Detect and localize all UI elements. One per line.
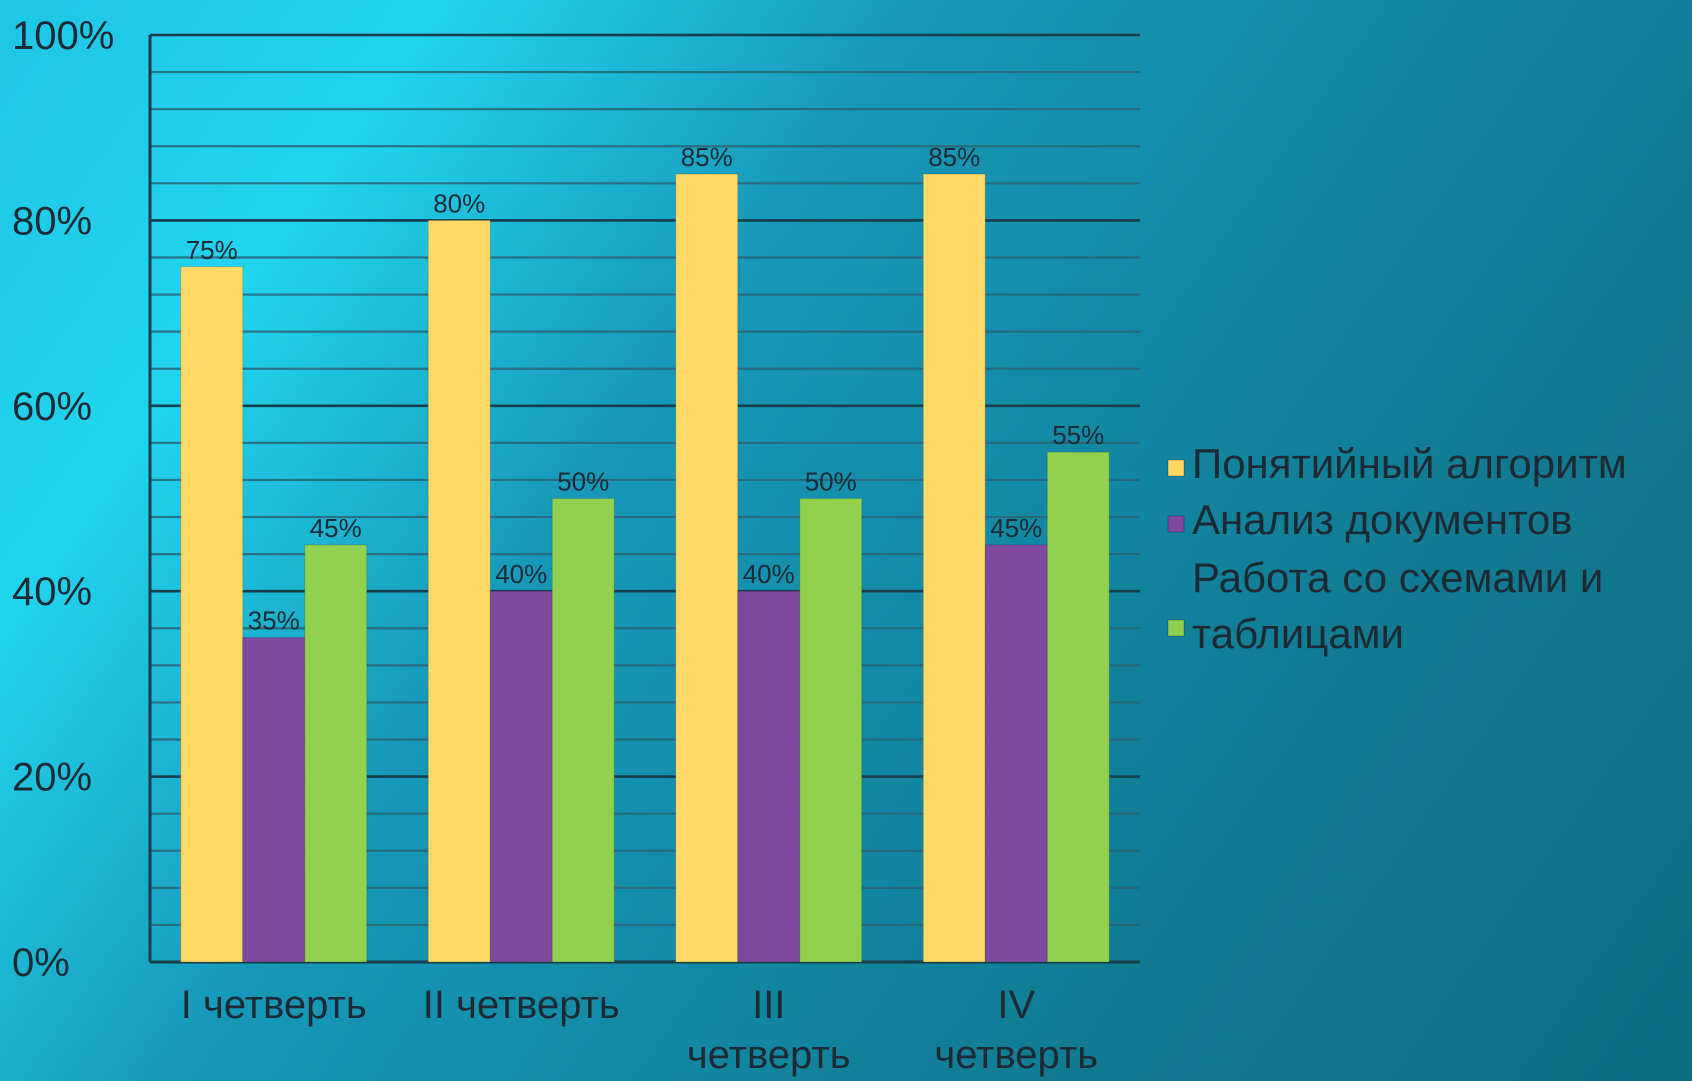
legend-entry-label: Понятийный алгоритм	[1192, 440, 1627, 487]
x-tick-label: II четверть	[423, 983, 620, 1027]
bar	[1046, 451, 1110, 963]
legend-entry-label: таблицами	[1192, 610, 1404, 657]
data-labels: 75% 80% 85% 85% 35% 40% 40% 45% 45% 50% 50% 55%	[186, 142, 1105, 636]
legend-swatch	[1167, 619, 1185, 637]
legend-entry-label: Работа со схемами и	[1192, 554, 1603, 601]
legend: Понятийный алгоритм Анализ документов Рабо…	[1167, 440, 1627, 657]
bar-data-label: 45%	[990, 513, 1042, 543]
bar-data-label: 80%	[433, 188, 485, 218]
bar	[427, 219, 491, 963]
bar	[180, 266, 244, 963]
bar-data-label: 50%	[557, 467, 609, 497]
x-tick-label: I четверть	[181, 983, 367, 1027]
bar	[922, 173, 986, 963]
bars	[180, 173, 1110, 963]
legend-swatch	[1167, 459, 1185, 477]
x-tick-label: III	[752, 983, 785, 1027]
bar-data-label: 85%	[681, 142, 733, 172]
bar-data-label: 35%	[248, 606, 300, 636]
bar	[799, 498, 863, 963]
bar-data-label: 55%	[1052, 420, 1104, 450]
axes: 0% 20% 40% 60% 80% 100% I четверть II четверть I…	[12, 14, 1140, 1077]
y-tick-label: 80%	[12, 199, 92, 243]
bar	[737, 590, 801, 963]
bar	[551, 498, 615, 963]
bar	[242, 637, 306, 963]
y-tick-label: 20%	[12, 756, 92, 800]
bar-data-label: 40%	[495, 559, 547, 589]
y-tick-label: 60%	[12, 385, 92, 429]
bar	[984, 544, 1048, 963]
bar	[304, 544, 368, 963]
y-tick-label: 0%	[12, 941, 70, 985]
bar	[489, 590, 553, 963]
legend-swatch	[1167, 515, 1185, 533]
bar-data-label: 75%	[186, 235, 238, 265]
legend-entry-label: Анализ документов	[1192, 496, 1573, 543]
y-tick-label: 40%	[12, 570, 92, 614]
y-tick-label: 100%	[12, 14, 114, 58]
x-tick-label: четверть	[934, 1033, 1098, 1077]
bar	[675, 173, 739, 963]
bar-data-label: 45%	[310, 513, 362, 543]
bar-data-label: 40%	[743, 559, 795, 589]
x-tick-label: IV	[997, 983, 1035, 1027]
x-tick-label: четверть	[687, 1033, 851, 1077]
bar-data-label: 50%	[805, 467, 857, 497]
bar-data-label: 85%	[928, 142, 980, 172]
